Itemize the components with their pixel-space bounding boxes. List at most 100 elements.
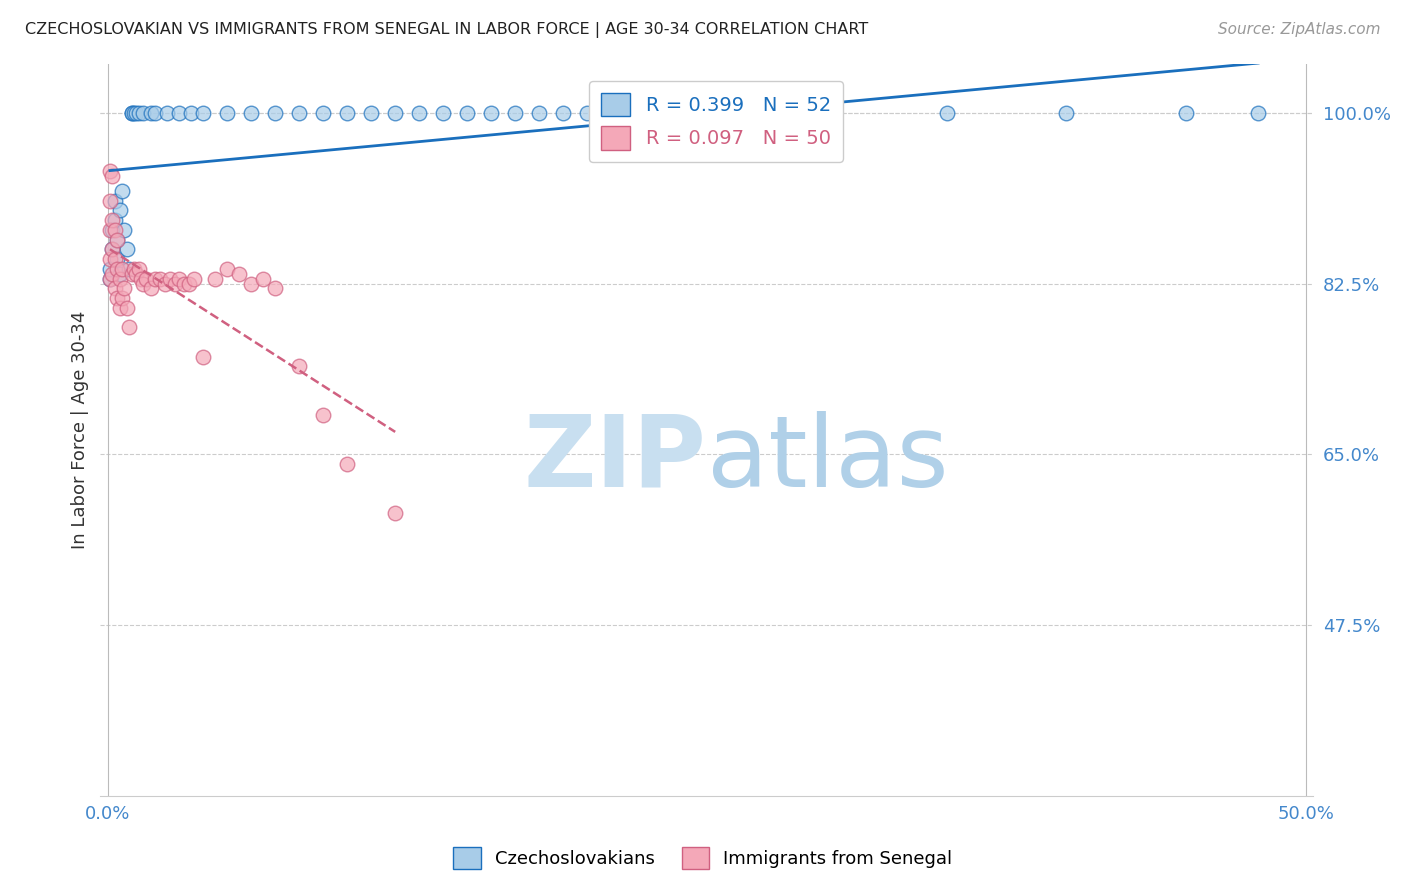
Text: Source: ZipAtlas.com: Source: ZipAtlas.com <box>1218 22 1381 37</box>
Point <box>177 277 200 291</box>
Point <box>312 106 335 120</box>
Point <box>118 261 141 276</box>
Text: atlas: atlas <box>707 410 949 508</box>
Point <box>111 291 134 305</box>
Point <box>122 106 145 120</box>
Point <box>98 223 121 237</box>
Point <box>104 194 127 208</box>
Point <box>128 261 150 276</box>
Point <box>98 271 121 285</box>
Point <box>600 106 623 120</box>
Point <box>551 106 574 120</box>
Point <box>104 252 127 267</box>
Point <box>336 106 359 120</box>
Point <box>108 267 131 281</box>
Point <box>336 457 359 471</box>
Point <box>815 106 838 120</box>
Point <box>105 261 128 276</box>
Legend: Czechoslovakians, Immigrants from Senegal: Czechoslovakians, Immigrants from Senega… <box>446 839 960 876</box>
Point <box>121 106 143 120</box>
Point <box>935 106 957 120</box>
Point <box>121 267 143 281</box>
Legend: R = 0.399   N = 52, R = 0.097   N = 50: R = 0.399 N = 52, R = 0.097 N = 50 <box>589 81 842 161</box>
Point <box>696 106 718 120</box>
Point <box>360 106 382 120</box>
Point <box>163 277 186 291</box>
Point <box>264 281 287 295</box>
Point <box>108 301 131 315</box>
Point <box>156 106 179 120</box>
Point <box>527 106 550 120</box>
Point <box>312 409 335 423</box>
Point <box>228 267 250 281</box>
Point <box>98 271 121 285</box>
Point <box>288 359 311 374</box>
Point <box>240 106 263 120</box>
Point <box>288 106 311 120</box>
Point <box>1247 106 1270 120</box>
Point <box>193 350 215 364</box>
Point <box>624 106 647 120</box>
Point <box>104 223 127 237</box>
Point <box>139 106 162 120</box>
Point <box>115 243 138 257</box>
Point <box>101 169 124 184</box>
Point <box>169 106 191 120</box>
Point <box>105 252 128 267</box>
Point <box>104 281 127 295</box>
Point <box>432 106 454 120</box>
Point <box>153 277 176 291</box>
Point <box>193 106 215 120</box>
Point <box>264 106 287 120</box>
Point <box>125 106 148 120</box>
Point <box>384 506 406 520</box>
Point <box>252 271 274 285</box>
Point <box>503 106 526 120</box>
Point <box>108 271 131 285</box>
Point <box>145 106 167 120</box>
Point <box>575 106 598 120</box>
Point <box>145 271 167 285</box>
Point <box>101 243 124 257</box>
Point <box>479 106 502 120</box>
Point <box>183 271 205 285</box>
Point <box>132 277 155 291</box>
Point <box>105 233 128 247</box>
Point <box>1175 106 1198 120</box>
Point <box>101 243 124 257</box>
Point <box>112 281 135 295</box>
Point <box>149 271 172 285</box>
Text: CZECHOSLOVAKIAN VS IMMIGRANTS FROM SENEGAL IN LABOR FORCE | AGE 30-34 CORRELATIO: CZECHOSLOVAKIAN VS IMMIGRANTS FROM SENEG… <box>25 22 869 38</box>
Point <box>180 106 202 120</box>
Point <box>173 277 195 291</box>
Point <box>384 106 406 120</box>
Point <box>135 271 157 285</box>
Point <box>132 106 155 120</box>
Point <box>101 223 124 237</box>
Point <box>115 301 138 315</box>
Point <box>125 267 148 281</box>
Point <box>129 271 152 285</box>
Point <box>98 194 121 208</box>
Point <box>98 261 121 276</box>
Point <box>204 271 226 285</box>
Point <box>169 271 191 285</box>
Point <box>104 213 127 227</box>
Point <box>105 233 128 247</box>
Point <box>240 277 263 291</box>
Point <box>111 184 134 198</box>
Point <box>139 281 162 295</box>
Point <box>744 106 766 120</box>
Point <box>98 164 121 178</box>
Point <box>159 271 181 285</box>
Point <box>118 320 141 334</box>
Point <box>217 261 239 276</box>
Point <box>128 106 150 120</box>
Point <box>456 106 478 120</box>
Point <box>98 252 121 267</box>
Point <box>1054 106 1077 120</box>
Point <box>111 261 134 276</box>
Point <box>408 106 430 120</box>
Point <box>108 203 131 218</box>
Point <box>122 261 145 276</box>
